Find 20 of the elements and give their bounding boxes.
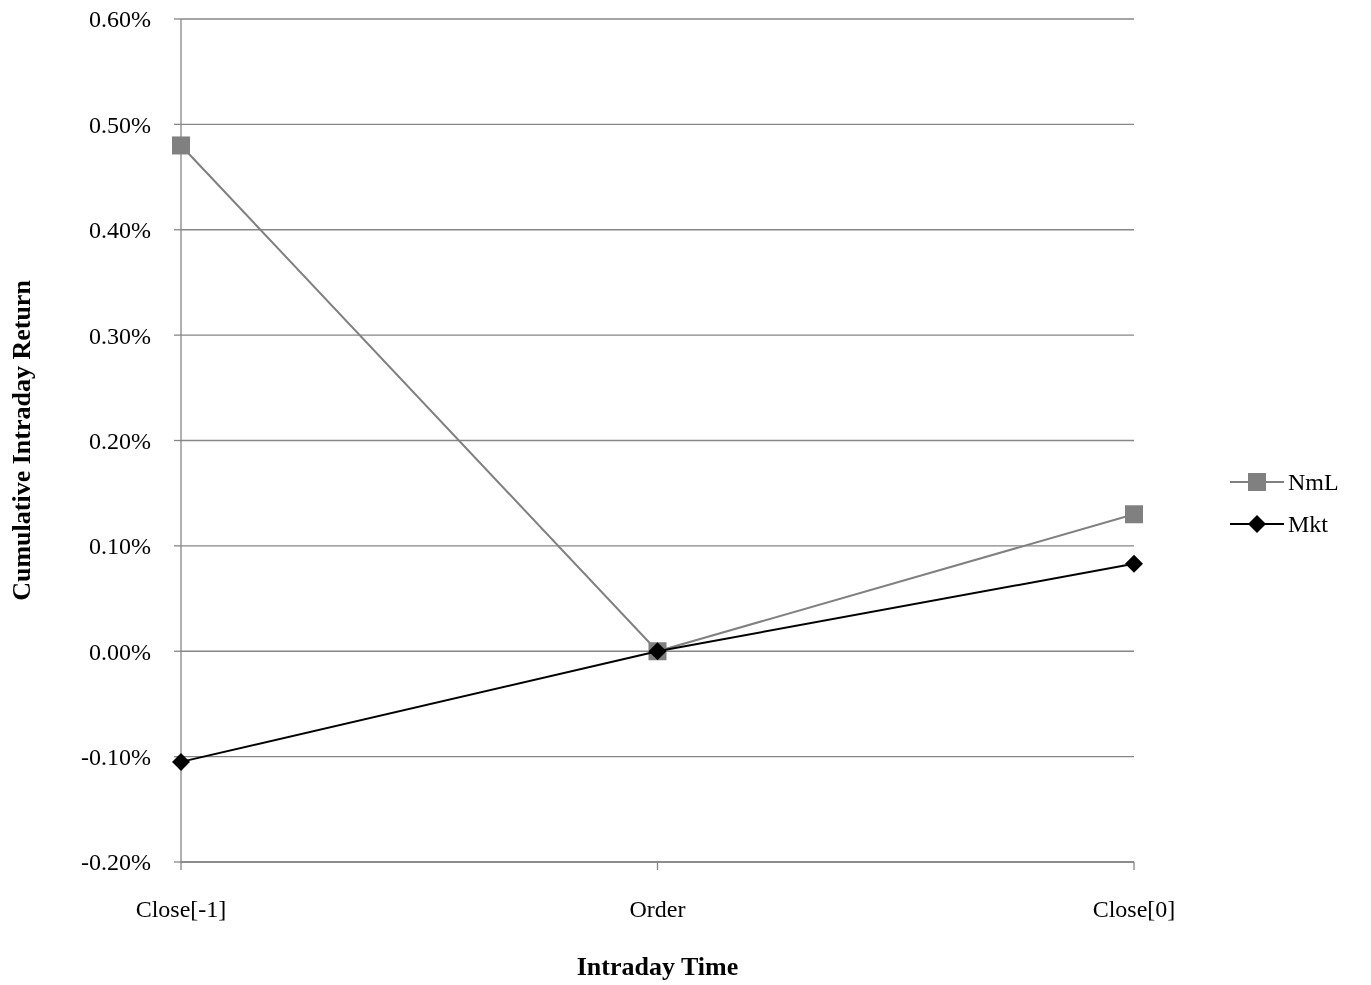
- point: [1125, 505, 1143, 524]
- point: [172, 752, 190, 771]
- y-tick-label: -0.10%: [81, 744, 152, 771]
- x-tick-label: Order: [629, 896, 686, 922]
- y-tick-label: 0.10%: [89, 533, 151, 560]
- x-axis-title: Intraday Time: [576, 952, 739, 981]
- y-tick-label: 0.50%: [89, 111, 151, 138]
- y-tick-label: 0.00%: [89, 638, 151, 665]
- legend-label: NmL: [1288, 469, 1339, 496]
- y-tick-label: 0.20%: [89, 427, 151, 454]
- y-tick-label: 0.60%: [89, 6, 151, 33]
- y-tick-label: 0.30%: [89, 322, 151, 349]
- x-tick-label: Close[0]: [1092, 896, 1176, 922]
- y-tick-label: 0.40%: [89, 217, 151, 244]
- y-tick-label: -0.20%: [81, 849, 152, 876]
- y-axis-title: Cumulative Intraday Return: [7, 279, 36, 601]
- legend-label: Mkt: [1288, 511, 1329, 538]
- point: [1125, 554, 1143, 573]
- x-tick-label: Close[-1]: [135, 896, 227, 922]
- point: [172, 136, 190, 155]
